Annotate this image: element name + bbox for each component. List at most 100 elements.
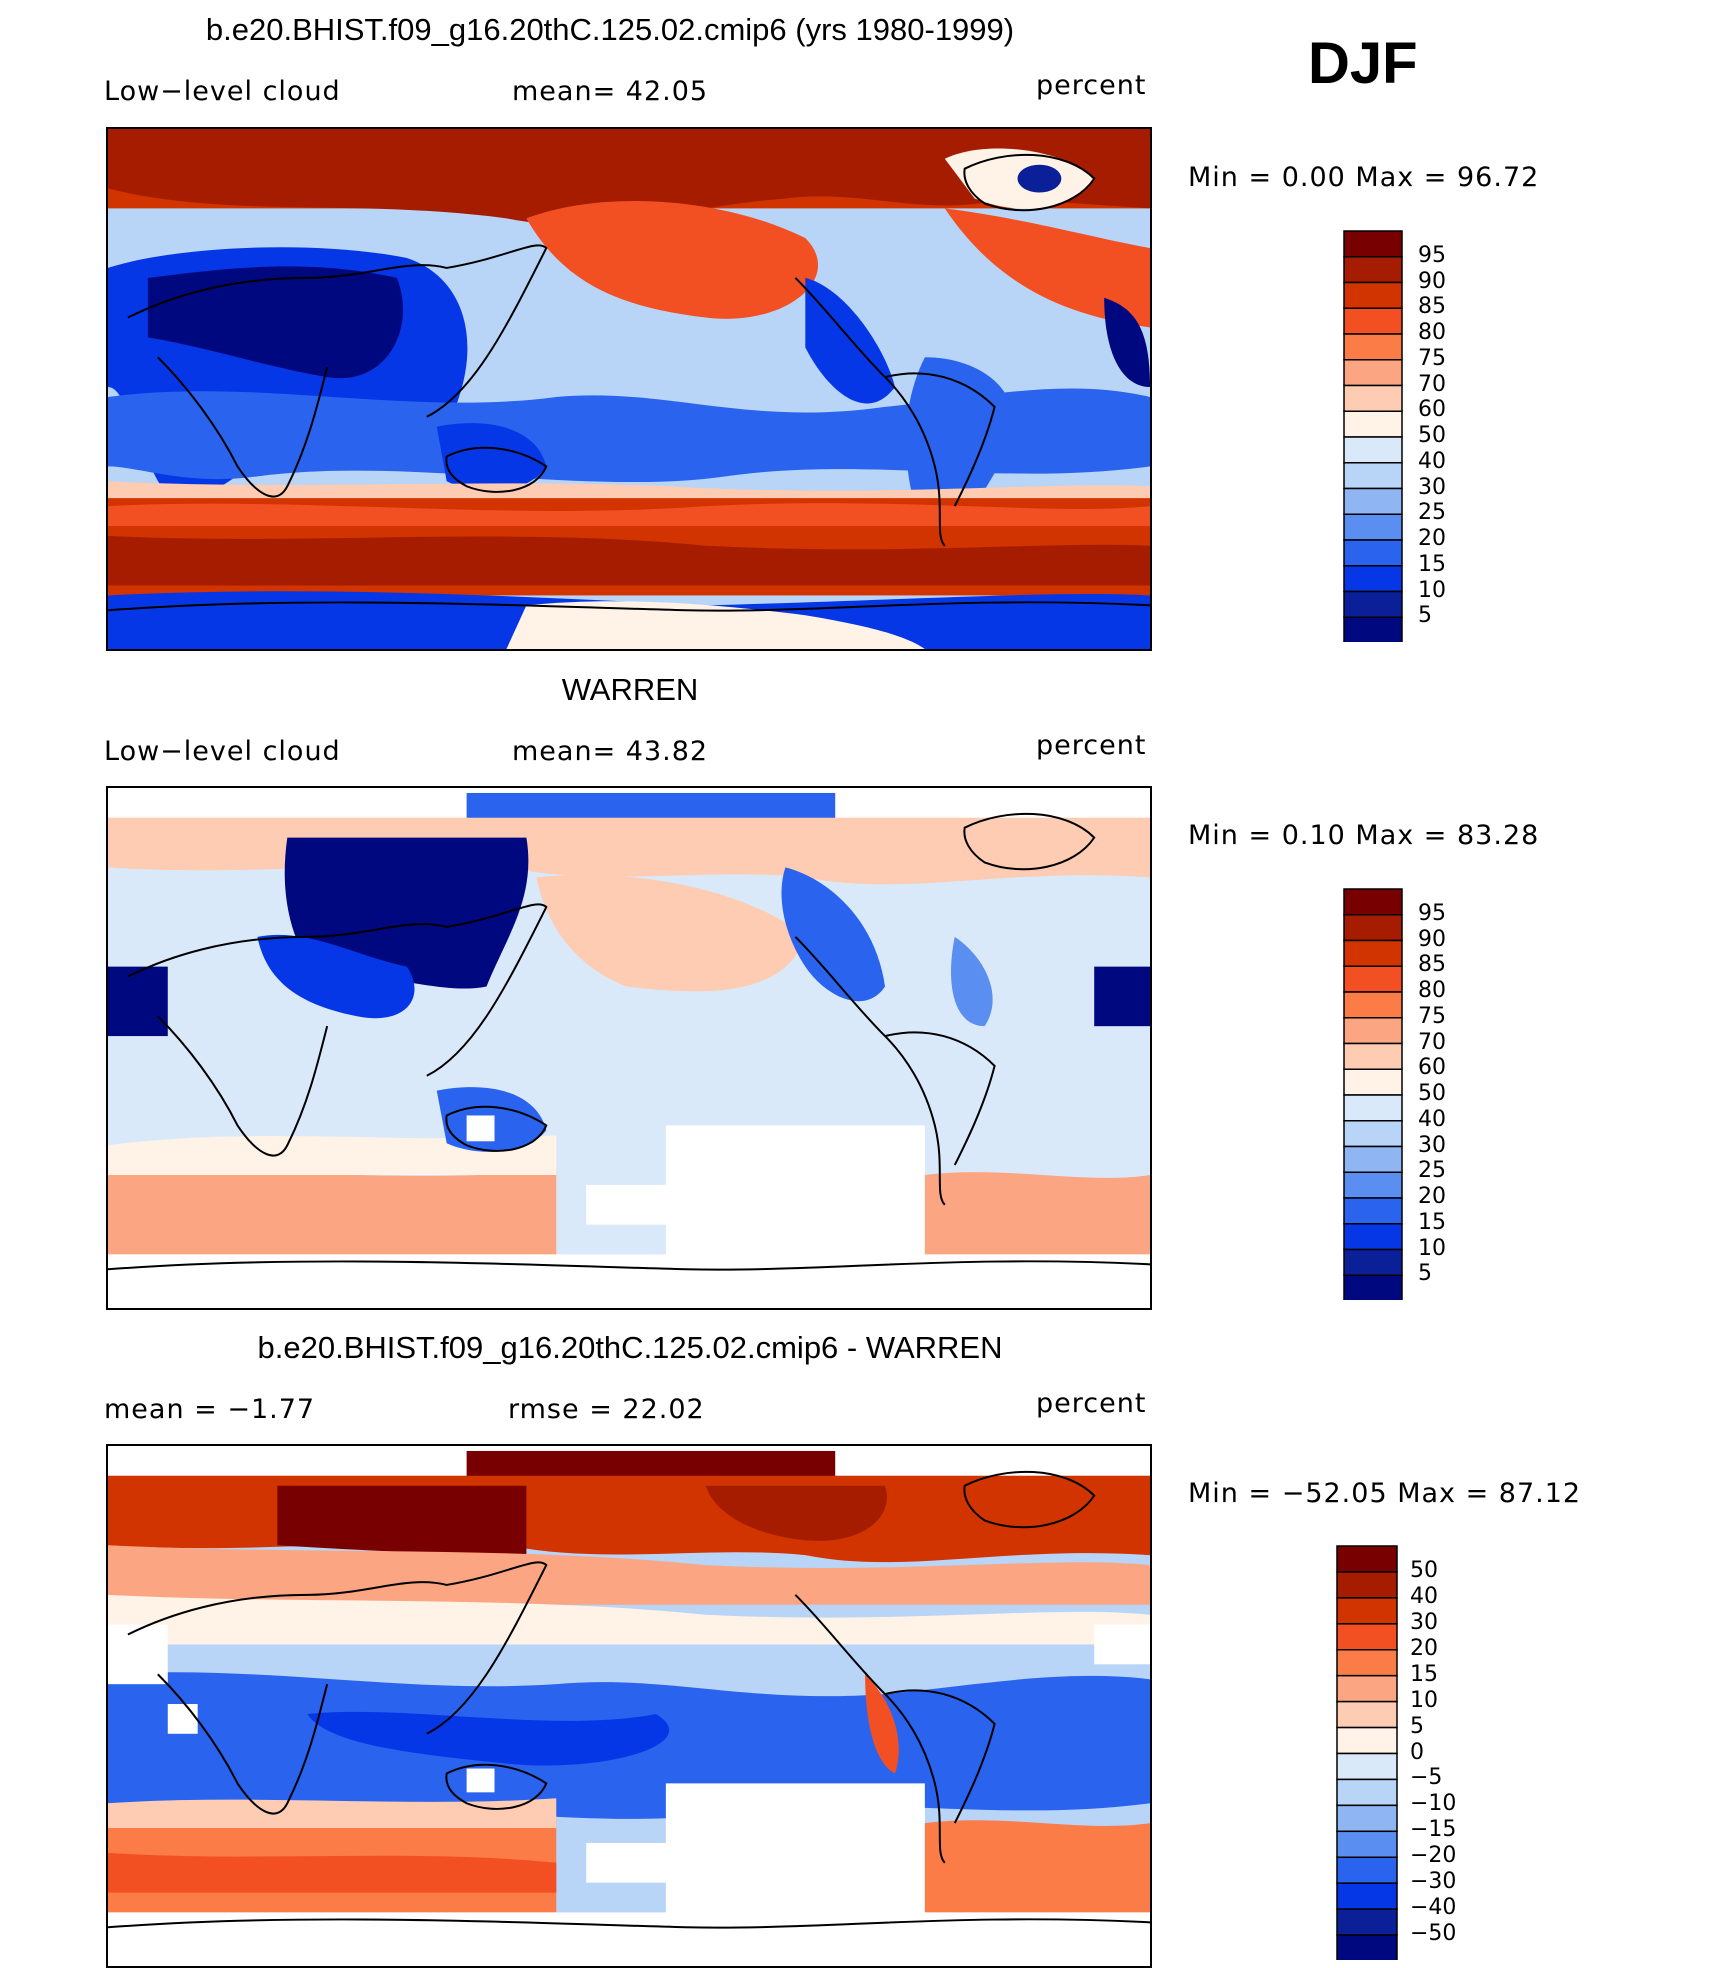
colorbar-tick-label: 30 bbox=[1410, 1609, 1438, 1635]
panel2-map-field bbox=[108, 788, 1150, 1308]
colorbar-swatch bbox=[1336, 1726, 1398, 1755]
colorbar-swatch bbox=[1343, 359, 1403, 387]
colorbar-tick-label: 30 bbox=[1418, 474, 1446, 500]
colorbar-swatch bbox=[1343, 307, 1403, 335]
colorbar-swatch bbox=[1343, 590, 1403, 618]
colorbar-swatch bbox=[1343, 1274, 1403, 1300]
colorbar-swatch bbox=[1343, 1017, 1403, 1045]
colorbar-tick-label: 5 bbox=[1418, 603, 1432, 629]
colorbar-swatch bbox=[1343, 462, 1403, 490]
colorbar-swatch bbox=[1343, 1145, 1403, 1173]
colorbar-swatch bbox=[1343, 1042, 1403, 1070]
colorbar-tick-label: 10 bbox=[1410, 1687, 1438, 1713]
colorbar-tick-label: 85 bbox=[1418, 952, 1446, 978]
panel2-units-label: percent bbox=[1036, 730, 1147, 761]
colorbar-swatch bbox=[1336, 1571, 1398, 1599]
panel3-title: b.e20.BHIST.f09_g16.20thC.125.02.cmip6 -… bbox=[257, 1330, 1003, 1365]
colorbar-tick-label: 0 bbox=[1410, 1739, 1424, 1765]
colorbar-tick-label: 95 bbox=[1418, 900, 1446, 926]
colorbar-tick-label: 40 bbox=[1418, 448, 1446, 474]
colorbar-swatch bbox=[1336, 1545, 1398, 1573]
colorbar-swatch bbox=[1343, 965, 1403, 993]
colorbar-swatch bbox=[1343, 1171, 1403, 1199]
colorbar-swatch bbox=[1343, 384, 1403, 412]
colorbar-tick-label: −50 bbox=[1410, 1921, 1457, 1947]
colorbar-swatch bbox=[1336, 1830, 1398, 1858]
panel2-minmax: Min = 0.10 Max = 83.28 bbox=[1188, 820, 1540, 851]
colorbar-swatch bbox=[1336, 1674, 1398, 1703]
panel3-map-field bbox=[108, 1446, 1150, 1966]
panel3-colorbar bbox=[1336, 1545, 1398, 1960]
colorbar-swatch bbox=[1336, 1934, 1398, 1960]
colorbar-swatch bbox=[1343, 436, 1403, 464]
colorbar-tick-label: 20 bbox=[1410, 1635, 1438, 1661]
panel1-map-field bbox=[108, 129, 1150, 649]
colorbar-swatch bbox=[1343, 1094, 1403, 1122]
colorbar-tick-label: 40 bbox=[1418, 1106, 1446, 1132]
panel1-colorbar-swatches bbox=[1343, 230, 1403, 642]
colorbar-swatch bbox=[1343, 1120, 1403, 1148]
colorbar-tick-label: 90 bbox=[1418, 926, 1446, 952]
panel2-colorbar-labels: 95 90 85 80 75 70 60 50 40 30 25 20 15 10 5 bbox=[1418, 888, 1498, 1300]
colorbar-swatch bbox=[1343, 616, 1403, 642]
colorbar-swatch bbox=[1336, 1700, 1398, 1729]
colorbar-tick-label: −10 bbox=[1410, 1791, 1457, 1817]
panel2-mean-label: mean= 43.82 bbox=[512, 736, 709, 767]
colorbar-tick-label: 5 bbox=[1418, 1261, 1432, 1287]
colorbar-tick-label: 50 bbox=[1410, 1557, 1438, 1583]
colorbar-tick-label: 50 bbox=[1418, 1081, 1446, 1106]
colorbar-tick-label: 20 bbox=[1418, 526, 1446, 551]
colorbar-swatch bbox=[1336, 1597, 1398, 1625]
panel2-title: WARREN bbox=[561, 672, 699, 707]
colorbar-swatch bbox=[1343, 539, 1403, 567]
colorbar-tick-label: −5 bbox=[1410, 1765, 1443, 1791]
colorbar-tick-label: 70 bbox=[1418, 1029, 1446, 1055]
colorbar-swatch bbox=[1336, 1804, 1398, 1833]
colorbar-swatch bbox=[1343, 333, 1403, 361]
colorbar-swatch bbox=[1343, 1223, 1403, 1251]
colorbar-tick-label: 40 bbox=[1410, 1583, 1438, 1609]
panel1-variable-label: Low−level cloud bbox=[104, 76, 341, 107]
season-label: DJF bbox=[1308, 31, 1418, 96]
colorbar-tick-label: 60 bbox=[1418, 1055, 1446, 1081]
colorbar-tick-label: 15 bbox=[1418, 1209, 1446, 1235]
colorbar-tick-label: 20 bbox=[1418, 1184, 1446, 1209]
colorbar-tick-label: 80 bbox=[1418, 978, 1446, 1003]
colorbar-tick-label: 90 bbox=[1418, 268, 1446, 294]
colorbar-tick-label: 15 bbox=[1418, 551, 1446, 577]
panel3-rmse-label: rmse = 22.02 bbox=[508, 1394, 705, 1425]
colorbar-tick-label: 50 bbox=[1418, 423, 1446, 448]
colorbar-swatch bbox=[1343, 991, 1403, 1019]
panel1-units-label: percent bbox=[1036, 70, 1147, 101]
colorbar-swatch bbox=[1336, 1882, 1398, 1910]
panel3-map bbox=[106, 1444, 1152, 1968]
panel2-variable-label: Low−level cloud bbox=[104, 736, 341, 767]
colorbar-tick-label: 85 bbox=[1418, 294, 1446, 320]
colorbar-swatch bbox=[1336, 1752, 1398, 1781]
colorbar-swatch bbox=[1336, 1649, 1398, 1677]
colorbar-swatch bbox=[1336, 1623, 1398, 1651]
colorbar-swatch bbox=[1343, 230, 1403, 258]
colorbar-tick-label: −15 bbox=[1410, 1817, 1457, 1843]
colorbar-tick-label: 5 bbox=[1410, 1713, 1424, 1739]
colorbar-swatch bbox=[1343, 939, 1403, 967]
colorbar-tick-label: 25 bbox=[1418, 1158, 1446, 1184]
colorbar-swatch bbox=[1343, 565, 1403, 593]
colorbar-tick-label: 10 bbox=[1418, 577, 1446, 603]
colorbar-tick-label: −30 bbox=[1410, 1869, 1457, 1895]
colorbar-tick-label: 60 bbox=[1418, 397, 1446, 423]
colorbar-swatch bbox=[1343, 410, 1403, 438]
colorbar-tick-label: 80 bbox=[1418, 320, 1446, 345]
panel3-colorbar-swatches bbox=[1336, 1545, 1398, 1960]
panel1-title: b.e20.BHIST.f09_g16.20thC.125.02.cmip6 (… bbox=[205, 12, 1015, 47]
panel2-colorbar bbox=[1343, 888, 1403, 1300]
colorbar-swatch bbox=[1343, 281, 1403, 309]
panel1-minmax: Min = 0.00 Max = 96.72 bbox=[1188, 162, 1540, 193]
colorbar-tick-label: 25 bbox=[1418, 500, 1446, 526]
panel2-colorbar-swatches bbox=[1343, 888, 1403, 1300]
panel3-colorbar-labels: 50 40 30 20 15 10 5 0 −5 −10 −15 −20 −30 −40 −50 bbox=[1410, 1545, 1500, 1960]
colorbar-tick-label: −40 bbox=[1410, 1895, 1457, 1921]
colorbar-swatch bbox=[1343, 888, 1403, 916]
colorbar-tick-label: 95 bbox=[1418, 242, 1446, 268]
colorbar-tick-label: 75 bbox=[1418, 345, 1446, 371]
